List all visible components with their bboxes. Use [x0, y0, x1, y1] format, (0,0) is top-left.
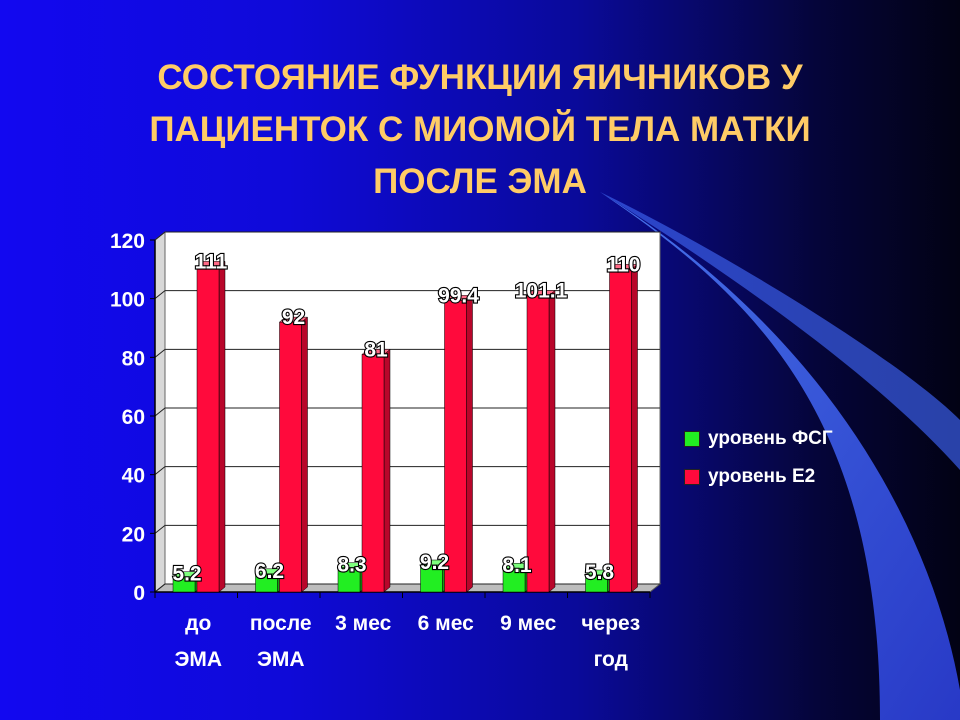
bar-fsg: [585, 574, 608, 593]
y-tick-label: 40: [122, 465, 145, 488]
x-category-label: ЭМА: [174, 648, 222, 671]
data-label-fsg: 5.8: [585, 561, 615, 584]
bar-fsg: [420, 564, 443, 593]
title-line-1: СОСТОЯНИЕ ФУНКЦИИ ЯИЧНИКОВ У: [157, 58, 803, 97]
gridline: [154, 583, 660, 593]
data-label-fsg: 8.1: [502, 554, 532, 577]
legend-label-fsg: уровень ФСГ: [708, 428, 833, 449]
y-tick-label: 60: [122, 406, 145, 429]
bar-e2: [526, 295, 550, 593]
bar-e2: [279, 321, 302, 593]
x-category-label: после: [250, 612, 312, 635]
x-category-label: ЭМА: [257, 648, 305, 671]
gridline: [154, 524, 660, 534]
bar-e2-side: [218, 260, 226, 593]
y-tick-label: 0: [133, 582, 145, 605]
bar-e2: [361, 354, 385, 593]
x-category-label: через: [581, 612, 640, 635]
data-label-e2: 101.1: [515, 279, 568, 302]
data-label-fsg: 8.3: [337, 554, 366, 577]
x-category-label: год: [594, 648, 628, 671]
legend-swatch-fsg: [684, 431, 700, 447]
plot-floor: [153, 583, 662, 593]
legend-label-e2: уровень Е2: [708, 466, 816, 487]
data-label-e2: 110: [607, 253, 641, 276]
x-category-label: 3 мес: [335, 612, 391, 635]
data-label-e2: 111: [195, 250, 228, 273]
bar-e2-side: [383, 348, 391, 593]
chart-legend: уровень ФСГ уровень Е2: [684, 420, 833, 496]
y-tick-label: 120: [110, 230, 145, 253]
title-line-2: ПАЦИЕНТОК С МИОМОЙ ТЕЛА МАТКИ: [149, 110, 811, 149]
bar-e2: [444, 300, 467, 593]
gridline: [154, 290, 660, 300]
legend-swatch-e2: [684, 469, 700, 485]
legend-item-e2: уровень Е2: [684, 458, 833, 496]
bar-fsg: [255, 573, 278, 593]
y-tick-label: 100: [110, 289, 145, 312]
data-label-fsg: 9.2: [420, 551, 449, 574]
bar-fsg: [337, 567, 361, 593]
gridline: [154, 348, 660, 358]
bar-e2-side: [301, 316, 308, 593]
slide-title: СОСТОЯНИЕ ФУНКЦИИ ЯИЧНИКОВ У ПАЦИЕНТОК С…: [60, 52, 900, 208]
data-label-fsg: 5.2: [172, 563, 201, 586]
data-label-e2: 92: [282, 306, 305, 329]
bar-e2-side: [631, 263, 638, 593]
gridline: [154, 466, 660, 476]
title-line-3: ПОСЛЕ ЭМА: [373, 162, 587, 201]
data-label-e2: 81: [364, 338, 388, 361]
legend-item-fsg: уровень ФСГ: [684, 420, 833, 458]
bar-e2: [609, 269, 632, 593]
data-label-e2: 99.4: [438, 284, 479, 307]
x-category-label: 6 мес: [418, 612, 474, 635]
bar-e2-side: [466, 294, 473, 593]
y-tick-label: 20: [122, 523, 145, 546]
bar-e2-side: [548, 289, 556, 593]
data-label-fsg: 6.2: [255, 560, 284, 583]
x-category-label: до: [185, 612, 211, 635]
bar-fsg: [172, 576, 196, 593]
y-tick-label: 80: [122, 347, 145, 370]
gridline: [154, 407, 660, 417]
gridline: [154, 231, 660, 241]
bar-fsg: [502, 567, 526, 593]
bar-e2: [196, 266, 220, 593]
x-category-label: 9 мес: [500, 612, 556, 635]
